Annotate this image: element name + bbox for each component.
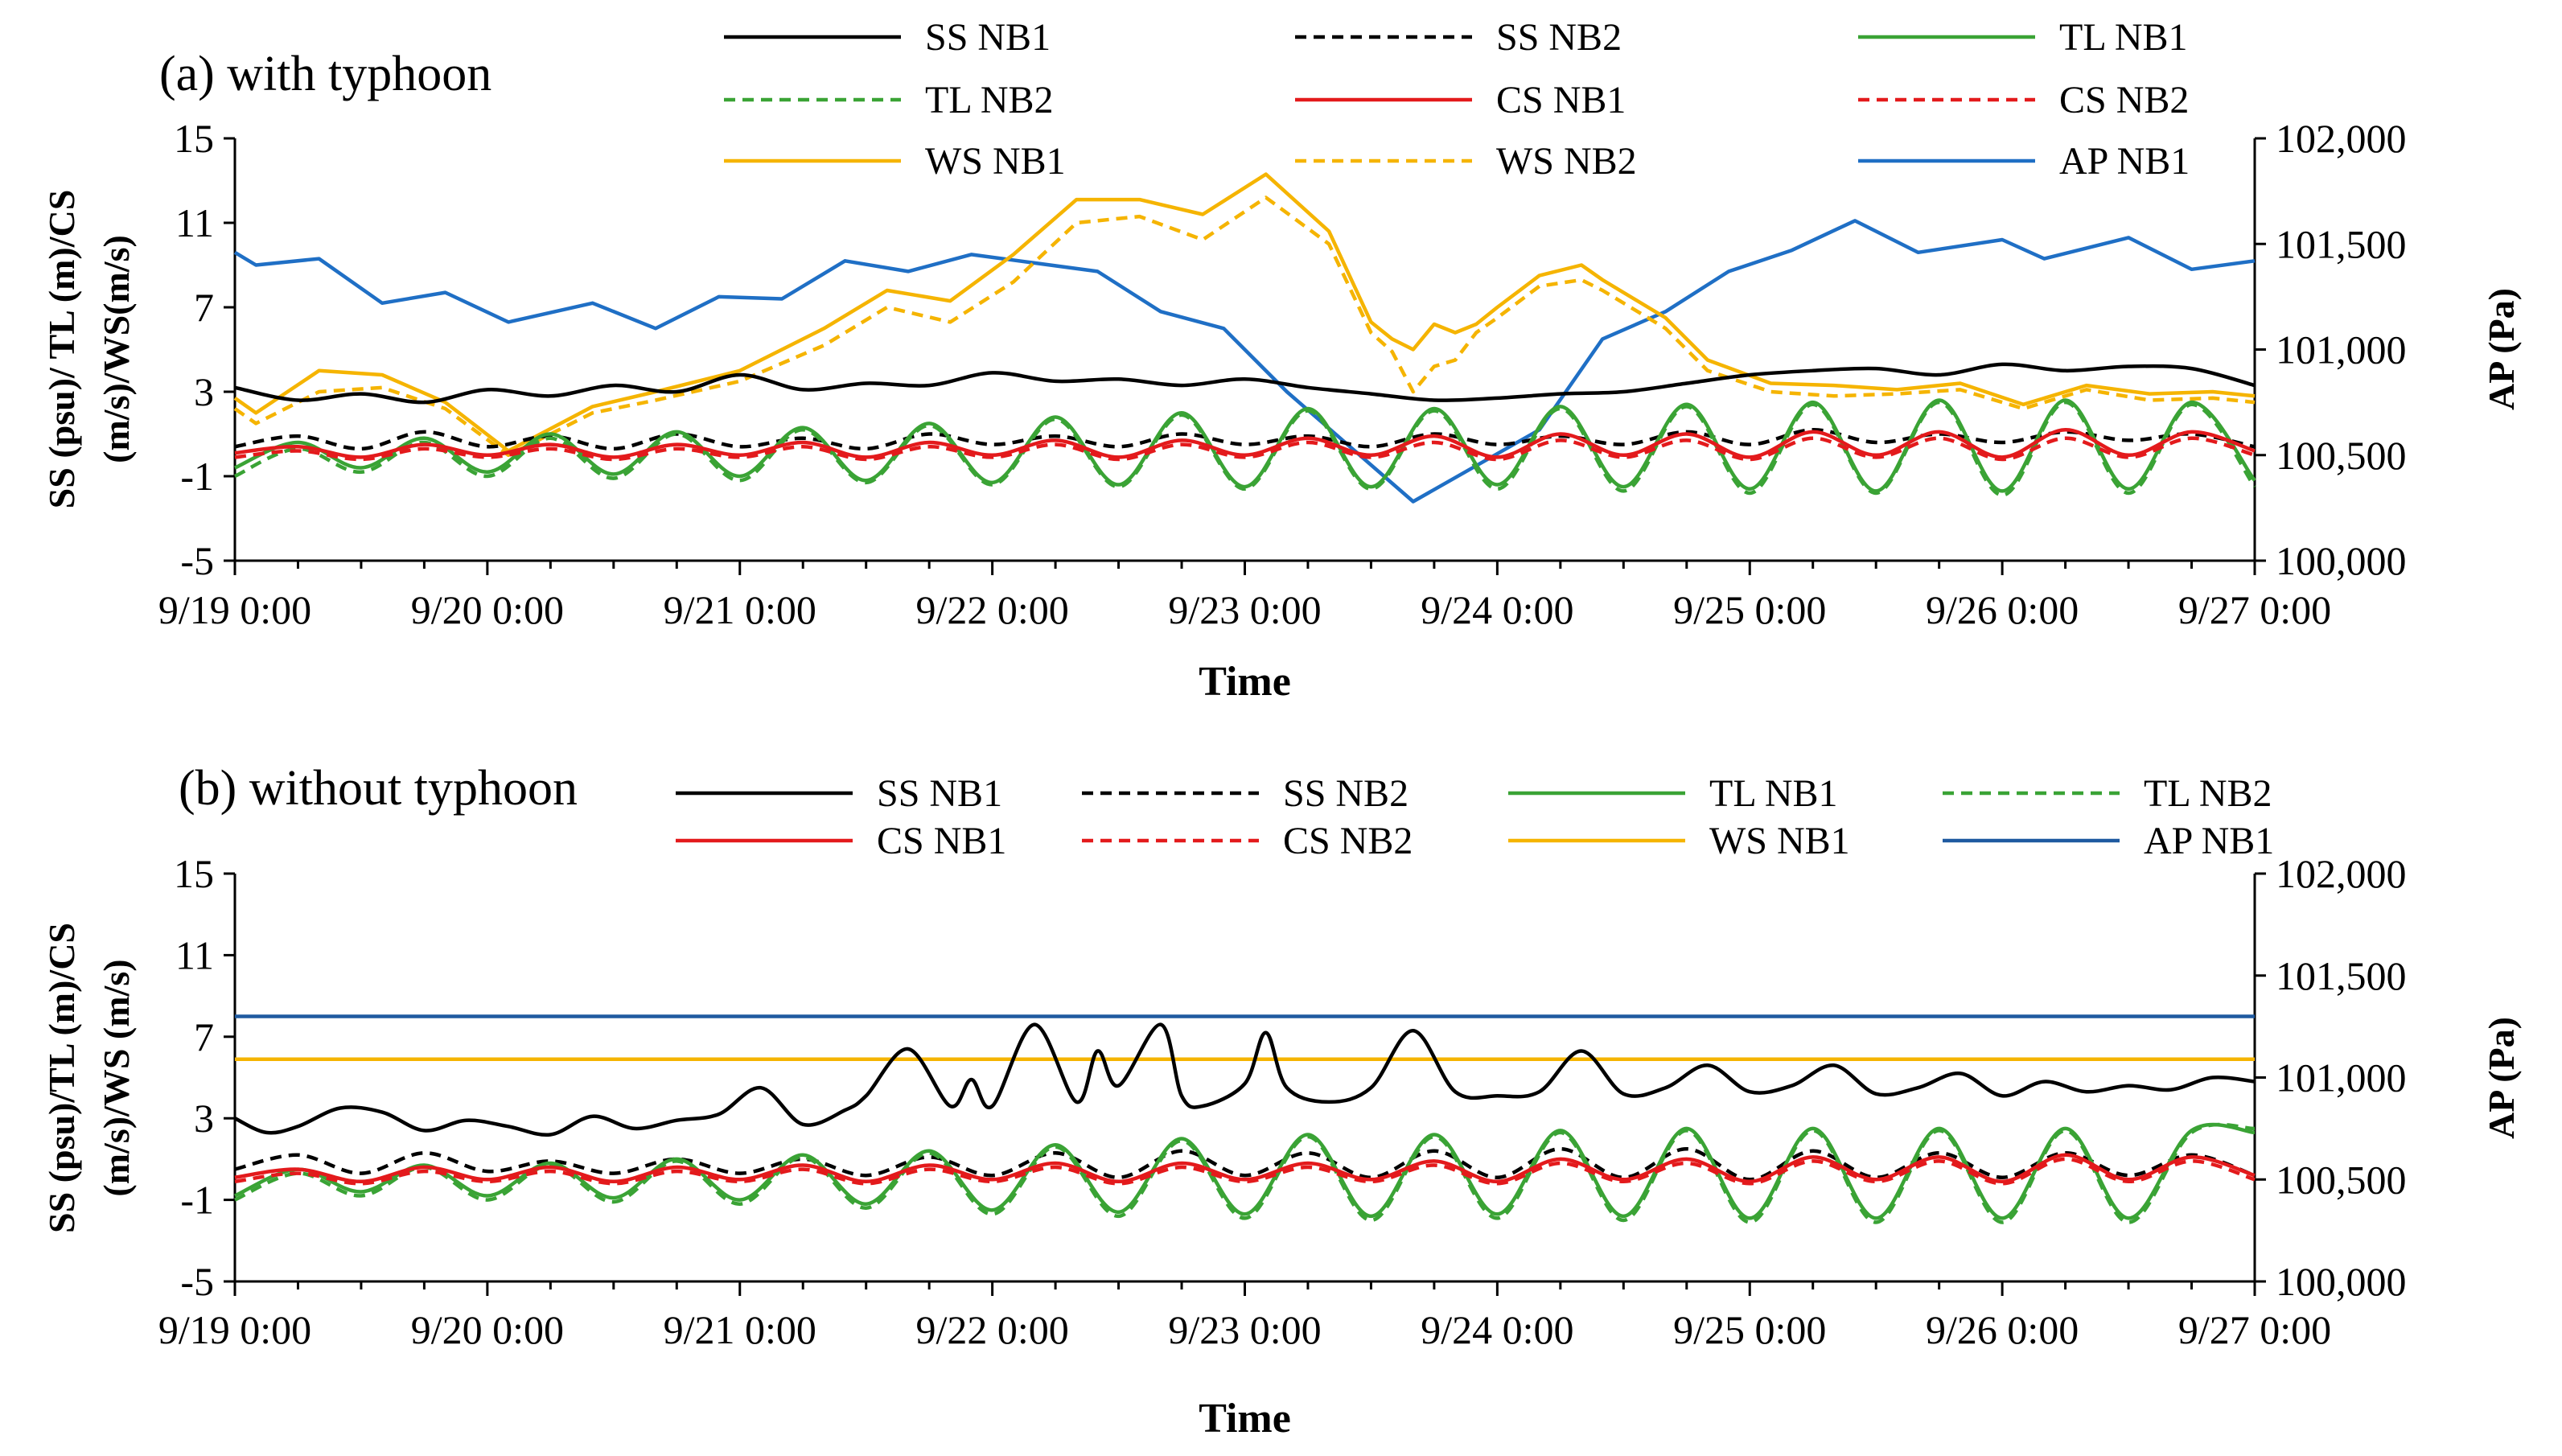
y-axis-title-left-line1: SS (psu)/ TL (m)/CS <box>41 190 82 509</box>
legend-label-ws-nb1: WS NB1 <box>925 140 1066 183</box>
panel-title: (b) without typhoon <box>179 761 578 816</box>
y-tick-label-right: 101,000 <box>2276 1055 2407 1100</box>
x-axis-title: Time <box>1199 659 1291 705</box>
series-line-cs-nb2 <box>234 436 2256 462</box>
x-tick-label: 9/25 0:00 <box>1673 587 1826 632</box>
series-line-ss-nb2 <box>234 1146 2256 1182</box>
legend-label-cs-nb2: CS NB2 <box>1283 820 1413 862</box>
series-line-ws-nb2 <box>233 195 2256 458</box>
x-tick-label: 9/21 0:00 <box>664 1307 816 1352</box>
legend-label-cs-nb1: CS NB1 <box>1496 79 1626 121</box>
y-axis-title-left-line2: (m/s)/WS(m/s) <box>96 235 137 463</box>
y-tick-label-left: -5 <box>180 538 214 583</box>
y-tick-label-right: 101,500 <box>2276 221 2407 266</box>
panel-title: (a) with typhoon <box>159 47 491 101</box>
series-line-tl-nb1 <box>234 1122 2256 1220</box>
x-tick-label: 9/24 0:00 <box>1421 587 1573 632</box>
series-line-ss-nb1 <box>234 362 2256 405</box>
x-tick-label: 9/21 0:00 <box>664 587 816 632</box>
x-tick-label: 9/20 0:00 <box>411 1307 564 1352</box>
y-tick-label-left: 15 <box>174 851 214 896</box>
y-tick-label-right: 102,000 <box>2276 851 2407 896</box>
y-tick-label-left: -1 <box>180 1178 214 1223</box>
x-tick-label: 9/23 0:00 <box>1168 1307 1321 1352</box>
legend-label-cs-nb1: CS NB1 <box>877 820 1006 862</box>
legend-label-ap-nb1: AP NB1 <box>2059 140 2190 183</box>
y-tick-label-left: 7 <box>194 1014 214 1059</box>
y-axis-title-left-line2: (m/s)/WS (m/s) <box>96 959 137 1196</box>
y-tick-label-right: 100,500 <box>2276 1157 2407 1202</box>
y-tick-label-left: 3 <box>194 1096 214 1141</box>
series-line-cs-nb1 <box>234 428 2256 459</box>
series-line-cs-nb2 <box>234 1157 2256 1186</box>
x-axis-title: Time <box>1199 1396 1291 1442</box>
y-tick-label-left: 3 <box>194 369 214 414</box>
legend-label-ss-nb2: SS NB2 <box>1283 772 1408 815</box>
x-tick-label: 9/24 0:00 <box>1421 1307 1573 1352</box>
y-tick-label-right: 100,000 <box>2276 1259 2407 1304</box>
series-line-cs-nb1 <box>234 1153 2256 1184</box>
y-tick-label-left: 7 <box>194 285 214 330</box>
series-line-ss-nb1 <box>233 1022 2256 1137</box>
y-tick-label-right: 102,000 <box>2276 116 2407 161</box>
x-tick-label: 9/26 0:00 <box>1926 587 2079 632</box>
y-tick-label-right: 100,000 <box>2276 538 2407 583</box>
x-tick-label: 9/25 0:00 <box>1673 1307 1826 1352</box>
x-tick-label: 9/27 0:00 <box>2178 1307 2331 1352</box>
legend-label-tl-nb1: TL NB1 <box>2059 16 2188 59</box>
y-tick-label-left: -5 <box>180 1259 214 1304</box>
y-axis-title-left-line1: SS (psu)/TL (m)/CS <box>41 923 82 1233</box>
x-tick-label: 9/27 0:00 <box>2178 587 2331 632</box>
x-tick-label: 9/22 0:00 <box>915 1307 1068 1352</box>
series-line-ap-nb1 <box>233 219 2256 504</box>
series-line-ws-nb1 <box>233 172 2256 453</box>
legend-label-ss-nb1: SS NB1 <box>925 16 1051 59</box>
panel-a: (a) with typhoon 15 11 7 3 -1 -5 102,000 101,500… <box>41 16 2522 705</box>
legend-label-cs-nb2: CS NB2 <box>2059 79 2189 121</box>
panel-b: (b) without typhoon 15 11 7 3 -1 -5 102,000 101,… <box>41 761 2522 1442</box>
x-tick-label: 9/26 0:00 <box>1926 1307 2079 1352</box>
x-tick-label: 9/20 0:00 <box>411 587 564 632</box>
legend-label-ws-nb1: WS NB1 <box>1709 820 1850 862</box>
x-tick-label: 9/23 0:00 <box>1168 587 1321 632</box>
y-tick-label-left: -1 <box>180 454 214 499</box>
y-axis-title-right: AP (Pa) <box>2481 288 2522 410</box>
legend-label-ap-nb1: AP NB1 <box>2144 820 2274 862</box>
x-tick-label: 9/19 0:00 <box>158 1307 311 1352</box>
legend-label-ss-nb1: SS NB1 <box>877 772 1002 815</box>
legend-label-tl-nb2: TL NB2 <box>2144 772 2272 815</box>
series-line-tl-nb2 <box>234 400 2256 497</box>
series-line-tl-nb2 <box>234 1122 2256 1224</box>
x-tick-label: 9/19 0:00 <box>158 587 311 632</box>
legend-label-ws-nb2: WS NB2 <box>1496 140 1637 183</box>
y-axis-title-right: AP (Pa) <box>2481 1017 2522 1139</box>
legend-label-ss-nb2: SS NB2 <box>1496 16 1622 59</box>
y-tick-label-left: 15 <box>174 116 214 161</box>
y-tick-label-right: 101,000 <box>2276 327 2407 372</box>
y-tick-label-right: 100,500 <box>2276 433 2407 478</box>
legend-label-tl-nb2: TL NB2 <box>925 79 1054 121</box>
y-tick-label-left: 11 <box>175 932 214 977</box>
x-tick-label: 9/22 0:00 <box>915 587 1068 632</box>
y-tick-label-right: 101,500 <box>2276 953 2407 998</box>
legend-label-tl-nb1: TL NB1 <box>1709 772 1838 815</box>
y-tick-label-left: 11 <box>175 200 214 245</box>
